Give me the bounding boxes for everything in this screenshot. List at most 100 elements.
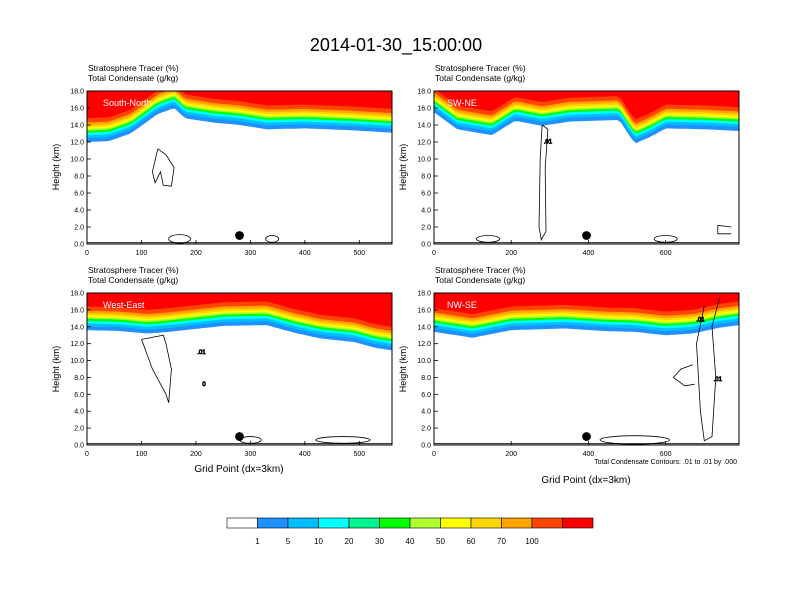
x-tick-label: 300 <box>245 250 257 257</box>
colorbar-level-label: 30 <box>375 537 384 546</box>
condensate-contours: .01 0 <box>87 334 392 445</box>
x-tick-label: 0 <box>85 451 89 458</box>
colorbar-level-label: 50 <box>436 537 445 546</box>
panel-sw-ne: Stratosphere Tracer (%) Total Condensate… <box>398 63 740 258</box>
location-marker <box>235 432 244 441</box>
axis-ticks: 0 200 400 600 0.0 2.0 4.0 6.0 8.0 10.0 12.0 14.0 16.… <box>417 291 671 459</box>
colorbar-level-label: 70 <box>497 537 506 546</box>
panel-var-label-2: Total Condensate (g/kg) <box>435 275 525 285</box>
y-tick-label: 8.0 <box>421 375 431 382</box>
colorbar-box <box>501 517 533 529</box>
x-tick-label: 500 <box>353 250 365 257</box>
condensate-contours: .01 .01 <box>434 297 739 445</box>
panel-west-east: Stratosphere Tracer (%) Total Condensate… <box>51 265 393 475</box>
tracer-band-9 <box>87 91 392 119</box>
x-tick-label: 200 <box>505 451 517 458</box>
colorbar-box <box>409 517 441 529</box>
contour-cloud <box>538 124 549 241</box>
axis-ticks: 0 100 200 300 400 500 0.0 2.0 4.0 6.0 8.0 10.0 12.0 1… <box>70 291 365 459</box>
y-tick-label: 12.0 <box>417 140 431 147</box>
y-tick-label: 16.0 <box>417 106 431 113</box>
contour-note: Total Condensate Contours: .01 to .01 by… <box>594 459 737 466</box>
colorbar-box <box>226 517 258 529</box>
panel-var-label-1: Stratosphere Tracer (%) <box>88 63 179 73</box>
contour-cloud <box>141 334 172 403</box>
y-tick-label: 14.0 <box>70 324 84 331</box>
y-tick-label: 16.0 <box>70 307 84 314</box>
colorbar-level-label: 20 <box>345 537 354 546</box>
colorbar-level-label: 10 <box>314 537 323 546</box>
y-tick-label: 16.0 <box>417 307 431 314</box>
panel-label: South-North <box>103 98 152 108</box>
tracer-band-9 <box>87 293 392 327</box>
location-marker <box>582 432 591 441</box>
x-tick-label: 400 <box>583 250 595 257</box>
y-axis-label: Height (km) <box>51 346 61 393</box>
y-tick-label: 18.0 <box>417 291 431 298</box>
y-tick-label: 0.0 <box>421 443 431 450</box>
panel-label: NW-SE <box>447 300 477 310</box>
y-tick-label: 12.0 <box>70 341 84 348</box>
colorbar-level-label: 100 <box>525 537 539 546</box>
plot-frame <box>433 90 740 245</box>
y-tick-label: 18.0 <box>417 89 431 96</box>
panel-var-label-2: Total Condensate (g/kg) <box>88 275 178 285</box>
x-tick-label: 300 <box>245 451 257 458</box>
y-tick-label: 8.0 <box>421 174 431 181</box>
panel-var-label-1: Stratosphere Tracer (%) <box>88 265 179 275</box>
y-tick-label: 10.0 <box>417 358 431 365</box>
y-tick-label: 2.0 <box>421 426 431 433</box>
plot-frame <box>86 90 393 245</box>
y-axis-label: Height (km) <box>51 144 61 191</box>
condensate-contours <box>87 148 392 244</box>
y-tick-label: 14.0 <box>417 123 431 130</box>
contour-cloud <box>696 297 721 442</box>
colorbar-box <box>257 517 289 529</box>
y-tick-label: 12.0 <box>417 341 431 348</box>
contour-label: .01 <box>544 140 553 146</box>
y-tick-label: 14.0 <box>70 123 84 130</box>
y-tick-label: 2.0 <box>74 426 84 433</box>
y-tick-label: 4.0 <box>74 409 84 416</box>
panel-var-label-2: Total Condensate (g/kg) <box>88 73 178 83</box>
x-tick-label: 100 <box>136 451 148 458</box>
x-tick-label: 600 <box>660 250 672 257</box>
y-tick-label: 16.0 <box>70 106 84 113</box>
x-tick-label: 500 <box>353 451 365 458</box>
x-tick-label: 200 <box>190 250 202 257</box>
axis-ticks: 0 200 400 600 0.0 2.0 4.0 6.0 8.0 10.0 12.0 14.0 16.… <box>417 89 671 258</box>
colorbar-box <box>287 517 319 529</box>
panel-var-label-1: Stratosphere Tracer (%) <box>435 265 526 275</box>
colorbar-level-label: 5 <box>286 537 291 546</box>
x-tick-label: 0 <box>432 451 436 458</box>
tracer-bands <box>434 293 739 338</box>
colorbar-box <box>531 517 563 529</box>
contour-cloud <box>315 436 371 444</box>
plot-frame <box>86 292 393 446</box>
location-marker <box>235 231 244 240</box>
y-tick-label: 10.0 <box>70 358 84 365</box>
condensate-contours: .01 <box>434 124 739 244</box>
x-tick-label: 100 <box>136 250 148 257</box>
axis-ticks: 0 100 200 300 400 500 0.0 2.0 4.0 6.0 8.0 10.0 12.0 1… <box>70 89 365 258</box>
x-axis-label: Grid Point (dx=3km) <box>541 475 630 486</box>
y-tick-label: 6.0 <box>74 191 84 198</box>
panel-var-label-2: Total Condensate (g/kg) <box>435 73 525 83</box>
y-tick-label: 4.0 <box>421 409 431 416</box>
y-tick-label: 2.0 <box>74 225 84 232</box>
colorbar-box <box>562 517 594 529</box>
y-tick-label: 0.0 <box>74 242 84 249</box>
x-tick-label: 400 <box>299 451 311 458</box>
y-tick-label: 18.0 <box>70 291 84 298</box>
x-tick-label: 0 <box>85 250 89 257</box>
figure-title: 2014-01-30_15:00:00 <box>310 35 482 56</box>
y-tick-label: 14.0 <box>417 324 431 331</box>
contour-label: 0 <box>202 382 206 388</box>
tracer-band-9 <box>434 293 739 314</box>
contour-label: .01 <box>197 350 206 356</box>
contour-cloud <box>168 234 191 244</box>
colorbar-box <box>440 517 472 529</box>
contour-cloud <box>717 224 732 235</box>
tracer-bands <box>434 91 739 144</box>
location-marker <box>582 231 591 240</box>
